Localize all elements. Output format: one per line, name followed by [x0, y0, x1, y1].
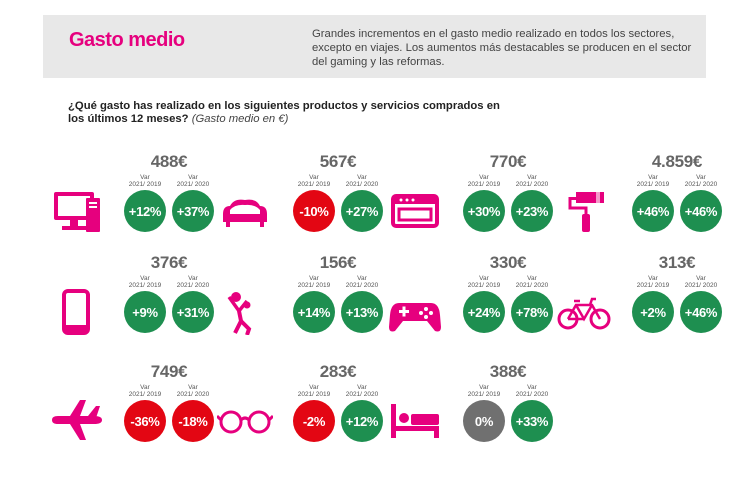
spending-item: 376€ Var 2021/ 2019 +9% Var 2021/ 2020 +31%	[48, 253, 214, 343]
spending-item: 313€ Var 2021/ 2019 +2% Var 2021/ 2020 +46%	[556, 253, 722, 343]
average-spend: 376€	[150, 253, 188, 272]
spending-item: 488€ Var 2021/ 2019 +12% Var 2021/ 2020 +37%	[48, 152, 214, 242]
header-description: Grandes incrementos en el gasto medio re…	[312, 28, 692, 68]
variation-2019-badge: +12%	[124, 190, 166, 232]
variation-2019-badge: -10%	[293, 190, 335, 232]
variation-2019-label: Var 2021/ 2019	[128, 275, 162, 289]
average-spend: 283€	[319, 362, 357, 381]
variation-2020-badge: +46%	[680, 291, 722, 333]
bed-icon	[387, 398, 443, 444]
spending-item: 388€ Var 2021/ 2019 0% Var 2021/ 2020 +33%	[387, 362, 553, 452]
variation-2019-badge: -36%	[124, 400, 166, 442]
variation-2020-badge: -18%	[172, 400, 214, 442]
variation-2020-badge: +78%	[511, 291, 553, 333]
average-spend: 770€	[489, 152, 527, 171]
variation-2019-badge: +2%	[632, 291, 674, 333]
variation-2019-label: Var 2021/ 2019	[297, 384, 331, 398]
average-spend: 156€	[319, 253, 357, 272]
variation-2020-badge: +31%	[172, 291, 214, 333]
variation-2020-label: Var 2021/ 2020	[176, 174, 210, 188]
spending-item: 567€ Var 2021/ 2019 -10% Var 2021/ 2020 +27%	[217, 152, 383, 242]
average-spend: 4.859€	[651, 152, 703, 171]
paint-roller-icon	[556, 188, 612, 234]
variation-2020-label: Var 2021/ 2020	[515, 384, 549, 398]
variation-2019-label: Var 2021/ 2019	[636, 275, 670, 289]
variation-2019-badge: +24%	[463, 291, 505, 333]
average-spend: 567€	[319, 152, 357, 171]
oven-icon	[387, 188, 443, 234]
average-spend: 313€	[658, 253, 696, 272]
gamepad-icon	[387, 289, 443, 335]
average-spend: 488€	[150, 152, 188, 171]
bicycle-icon	[556, 289, 612, 335]
sofa-icon	[217, 188, 273, 234]
spending-item: 283€ Var 2021/ 2019 -2% Var 2021/ 2020 +12%	[217, 362, 383, 452]
page-title: Gasto medio	[69, 29, 185, 51]
variation-2020-label: Var 2021/ 2020	[345, 384, 379, 398]
variation-2019-label: Var 2021/ 2019	[467, 384, 501, 398]
variation-2020-label: Var 2021/ 2020	[515, 275, 549, 289]
variation-2020-label: Var 2021/ 2020	[345, 275, 379, 289]
variation-2020-label: Var 2021/ 2020	[176, 384, 210, 398]
average-spend: 388€	[489, 362, 527, 381]
variation-2019-badge: +46%	[632, 190, 674, 232]
average-spend: 749€	[150, 362, 188, 381]
variation-2019-badge: +9%	[124, 291, 166, 333]
variation-2019-label: Var 2021/ 2019	[297, 275, 331, 289]
spending-item: 770€ Var 2021/ 2019 +30% Var 2021/ 2020 +23%	[387, 152, 553, 242]
variation-2019-badge: +14%	[293, 291, 335, 333]
variation-2020-badge: +23%	[511, 190, 553, 232]
variation-2019-badge: +30%	[463, 190, 505, 232]
variation-2020-badge: +33%	[511, 400, 553, 442]
spending-item: 749€ Var 2021/ 2019 -36% Var 2021/ 2020 -18%	[48, 362, 214, 452]
variation-2020-label: Var 2021/ 2020	[684, 174, 718, 188]
question-text: ¿Qué gasto has realizado en los siguient…	[68, 100, 500, 125]
variation-2019-label: Var 2021/ 2019	[467, 174, 501, 188]
spending-item: 4.859€ Var 2021/ 2019 +46% Var 2021/ 2020 +46%	[556, 152, 722, 242]
variation-2019-label: Var 2021/ 2019	[636, 174, 670, 188]
header-banner: Gasto medio Grandes incrementos en el ga…	[43, 15, 706, 78]
volleyball-player-icon	[217, 289, 273, 335]
variation-2019-label: Var 2021/ 2019	[467, 275, 501, 289]
airplane-icon	[48, 398, 104, 444]
computer-icon	[48, 188, 104, 234]
variation-2020-badge: +12%	[341, 400, 383, 442]
glasses-icon	[217, 398, 273, 444]
variation-2020-badge: +46%	[680, 190, 722, 232]
smartphone-icon	[48, 289, 104, 335]
variation-2019-badge: -2%	[293, 400, 335, 442]
spending-item: 156€ Var 2021/ 2019 +14% Var 2021/ 2020 +13%	[217, 253, 383, 343]
spending-item: 330€ Var 2021/ 2019 +24% Var 2021/ 2020 +78%	[387, 253, 553, 343]
variation-2020-label: Var 2021/ 2020	[515, 174, 549, 188]
variation-2020-badge: +27%	[341, 190, 383, 232]
variation-2020-label: Var 2021/ 2020	[684, 275, 718, 289]
variation-2020-badge: +37%	[172, 190, 214, 232]
variation-2020-badge: +13%	[341, 291, 383, 333]
variation-2019-badge: 0%	[463, 400, 505, 442]
variation-2019-label: Var 2021/ 2019	[297, 174, 331, 188]
variation-2019-label: Var 2021/ 2019	[128, 174, 162, 188]
survey-question: ¿Qué gasto has realizado en los siguient…	[68, 100, 508, 126]
average-spend: 330€	[489, 253, 527, 272]
variation-2020-label: Var 2021/ 2020	[345, 174, 379, 188]
variation-2019-label: Var 2021/ 2019	[128, 384, 162, 398]
question-note: (Gasto medio en €)	[191, 113, 289, 125]
variation-2020-label: Var 2021/ 2020	[176, 275, 210, 289]
